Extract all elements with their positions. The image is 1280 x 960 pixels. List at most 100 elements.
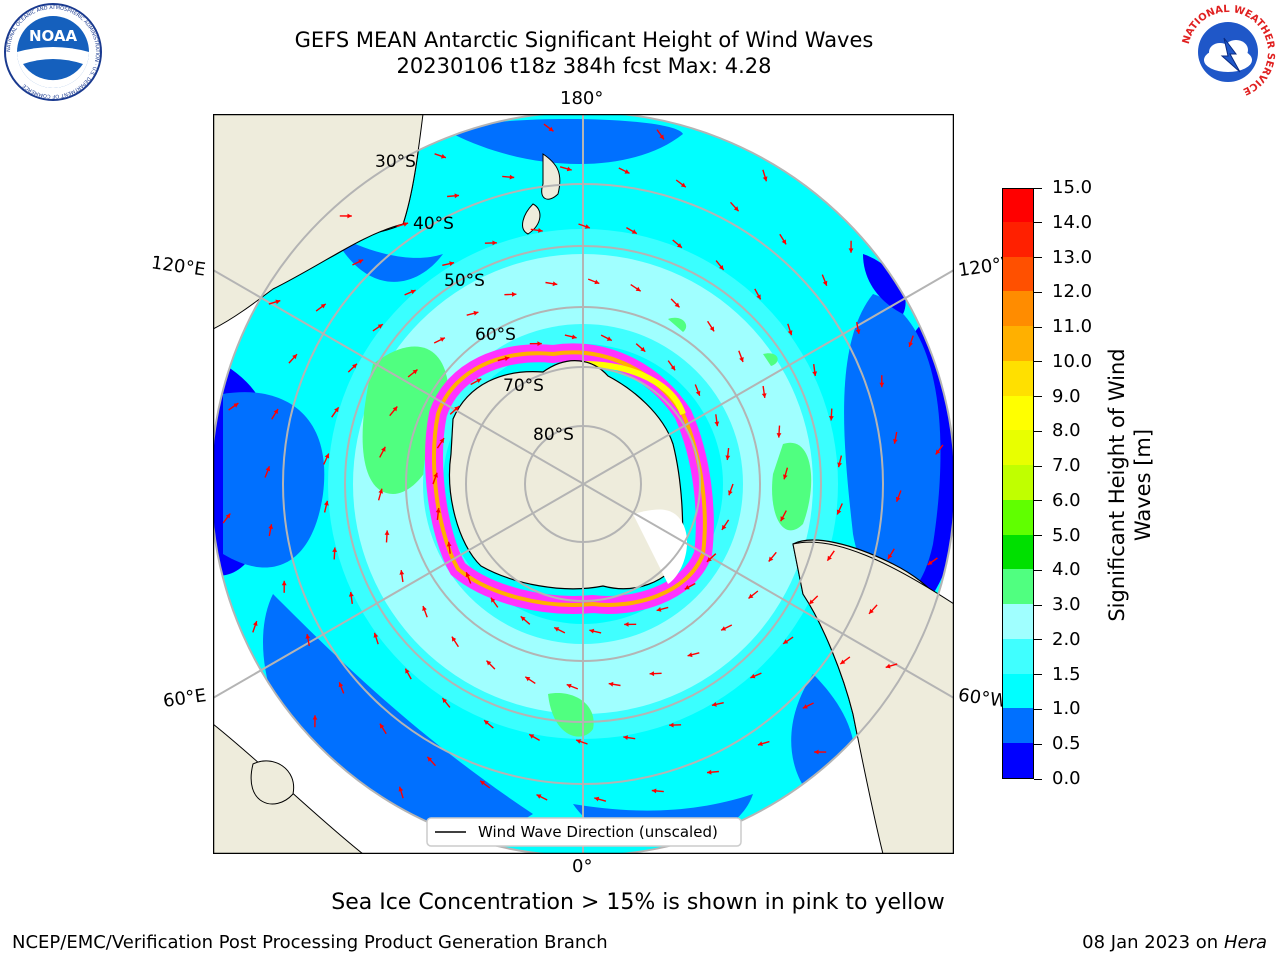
- colorbar-tick: [1034, 604, 1042, 606]
- wind-wave-arrowhead: [594, 279, 600, 285]
- lat-label-60s: 60°S: [475, 325, 516, 345]
- colorbar-tick-label: 3.0: [1052, 594, 1081, 616]
- wind-wave-arrowhead: [707, 769, 712, 775]
- wind-wave-arrowhead: [412, 369, 418, 375]
- colorbar-tick-label: 7.0: [1052, 455, 1081, 477]
- wind-wave-arrowhead: [855, 329, 861, 334]
- wind-wave-arrowhead: [608, 681, 614, 687]
- colorbar-tick-label: 13.0: [1052, 246, 1093, 268]
- colorbar-segment: [1003, 189, 1033, 222]
- wind-wave-arrowhead: [225, 513, 231, 519]
- wind-wave-arrowhead: [435, 508, 441, 513]
- wind-wave-arrowhead: [739, 357, 744, 362]
- wind-wave-arrowhead: [748, 593, 754, 599]
- wind-wave-arrowhead: [640, 346, 646, 352]
- wind-wave-arrowhead: [606, 336, 612, 341]
- wind-wave-arrowhead: [403, 222, 409, 227]
- wind-wave-arrowhead: [490, 597, 496, 603]
- colorbar-tick: [1034, 187, 1042, 189]
- wind-wave-arrowhead: [687, 652, 693, 658]
- wind-wave-arrowhead: [927, 560, 933, 565]
- wind-wave-arrowhead: [631, 229, 637, 234]
- wind-wave-arrowhead: [504, 356, 510, 361]
- wind-wave-arrowhead: [433, 472, 438, 478]
- wind-wave-arrowhead: [589, 628, 595, 634]
- colorbar-segment: [1003, 638, 1033, 674]
- wind-wave-arrowhead: [422, 606, 427, 611]
- lon-label-120e: 120°E: [149, 252, 207, 281]
- wind-wave-arrowhead: [379, 723, 385, 729]
- wind-wave-arrowhead: [305, 634, 311, 639]
- colorbar-tick: [1034, 569, 1042, 571]
- footer-branch: NCEP/EMC/Verification Post Processing Pr…: [12, 932, 608, 953]
- wind-wave-arrowhead: [324, 453, 330, 459]
- colorbar-segment: [1003, 255, 1033, 292]
- wind-wave-arrowhead: [576, 739, 582, 744]
- wind-wave-arrowhead: [680, 182, 686, 188]
- wind-wave-arrowhead: [721, 626, 727, 631]
- wind-wave-arrowhead: [623, 735, 628, 740]
- wind-wave-arrowhead: [538, 228, 543, 233]
- colorbar-tick-label: 12.0: [1052, 281, 1093, 303]
- lon-label-0: 0°: [572, 856, 593, 877]
- wind-wave-arrowhead: [709, 326, 715, 332]
- lat-label-50s: 50°S: [444, 271, 485, 291]
- colorbar-tick-label: 9.0: [1052, 385, 1081, 407]
- wind-wave-arrowhead: [324, 500, 329, 506]
- wind-wave-arrowhead: [684, 585, 690, 590]
- wind-wave-arrowhead: [659, 134, 664, 140]
- wind-wave-arrowhead: [537, 341, 542, 346]
- colorbar-tick-label: 2.0: [1052, 628, 1081, 650]
- wind-wave-arrowhead: [762, 176, 768, 182]
- wind-wave-arrowhead: [442, 698, 447, 703]
- colorbar-tick: [1034, 778, 1042, 780]
- wind-wave-arrowhead: [895, 496, 901, 502]
- wind-wave-arrowhead: [525, 676, 531, 682]
- colorbar-label: Significant Height of Wind Waves [m]: [1105, 348, 1155, 622]
- lon-label-60e: 60°E: [161, 685, 208, 712]
- wind-wave-arrowhead: [352, 363, 357, 369]
- colorbar-tick-label: 8.0: [1052, 420, 1081, 442]
- wind-wave-arrowhead: [392, 406, 398, 412]
- wind-wave-arrowhead: [836, 509, 842, 515]
- wind-wave-arrows: [222, 123, 944, 802]
- wind-wave-arrowhead: [548, 126, 554, 132]
- wind-wave-arrowhead: [848, 248, 854, 253]
- wind-wave-arrowhead: [728, 490, 733, 496]
- colorbar-tick: [1034, 222, 1042, 224]
- colorbar-segment: [1003, 742, 1033, 778]
- wind-wave-arrowhead: [780, 516, 785, 522]
- lon-label-180: 180°: [560, 88, 604, 109]
- wind-wave-arrowhead: [358, 259, 364, 264]
- wind-wave-arrowhead: [756, 294, 761, 300]
- wind-wave-arrowhead: [837, 462, 842, 468]
- colorbar-segment: [1003, 464, 1033, 500]
- colorbar-segment: [1003, 395, 1033, 431]
- wind-wave-arrowhead: [935, 449, 941, 455]
- wind-wave-arrowhead: [476, 378, 482, 383]
- wind-wave-arrowhead: [446, 541, 452, 547]
- noaa-logo-text: NOAA: [29, 27, 78, 45]
- wind-wave-arrowhead: [486, 660, 492, 666]
- wind-wave-arrowhead: [814, 749, 819, 755]
- map-subtitle: 20230106 t18z 384h fcst Max: 4.28: [396, 54, 772, 78]
- wind-wave-arrowhead: [334, 407, 339, 413]
- lat-label-40s: 40°S: [413, 214, 454, 234]
- wind-wave-arrowhead: [571, 334, 577, 340]
- wind-wave-arrowhead: [809, 599, 814, 605]
- colorbar-tick: [1034, 396, 1042, 398]
- colorbar-segment: [1003, 568, 1033, 605]
- wind-wave-arrowhead: [674, 302, 680, 308]
- wind-wave-arrowhead: [484, 720, 489, 725]
- wind-wave-arrowhead: [783, 639, 789, 644]
- wind-wave-arrowhead: [268, 524, 273, 529]
- wind-wave-arrowhead: [398, 786, 404, 792]
- wind-wave-arrowhead: [757, 741, 763, 746]
- nws-logo: NATIONAL WEATHER SERVICE: [1180, 4, 1276, 100]
- wind-wave-arrowhead: [378, 488, 383, 494]
- wind-wave-arrowhead: [536, 794, 542, 799]
- wind-wave-arrowhead: [783, 474, 788, 480]
- wind-wave-arrowhead: [384, 530, 390, 535]
- wind-wave-arrowhead: [511, 291, 517, 297]
- wind-wave-arrowhead: [281, 580, 287, 586]
